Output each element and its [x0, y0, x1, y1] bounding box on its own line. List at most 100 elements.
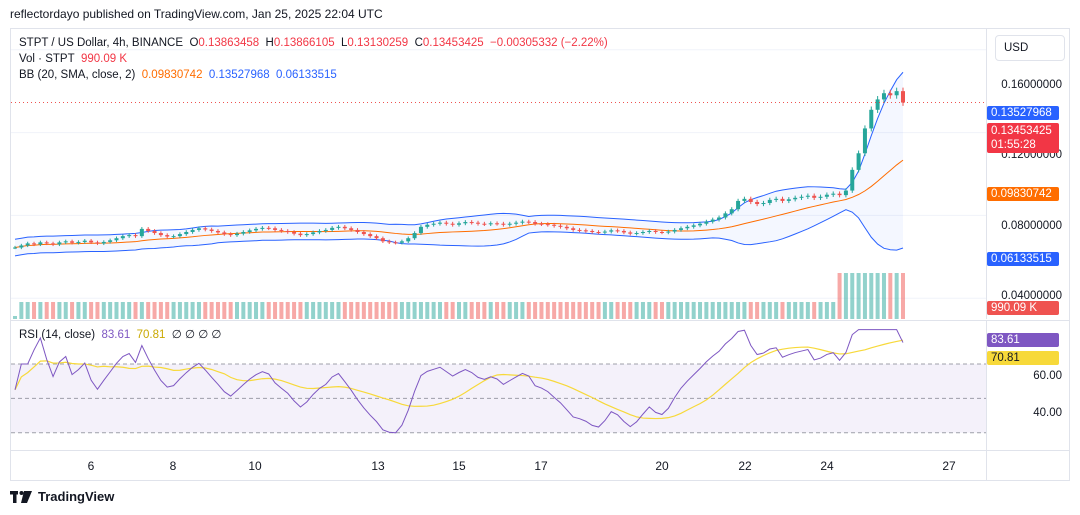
- volume-bar: [190, 302, 195, 319]
- candle-body: [139, 228, 144, 237]
- currency-button[interactable]: USD: [995, 35, 1065, 61]
- candle-body: [634, 233, 639, 235]
- volume-bar: [304, 302, 309, 319]
- rsi-chart-svg[interactable]: [11, 321, 986, 450]
- volume-bar: [89, 302, 94, 319]
- candle-body: [444, 222, 449, 224]
- brand-name: TradingView: [38, 489, 115, 504]
- volume-bar: [723, 302, 728, 319]
- candle-body: [488, 223, 493, 225]
- volume-bar: [317, 302, 322, 319]
- volume-bar: [507, 302, 512, 319]
- volume-bar: [32, 302, 37, 319]
- volume-bar: [748, 302, 753, 319]
- volume-bar: [393, 302, 398, 319]
- volume-bar: [869, 273, 874, 319]
- volume-bar: [235, 302, 239, 319]
- volume-bar: [533, 302, 538, 319]
- candle-body: [469, 222, 474, 224]
- volume-bar: [526, 302, 531, 319]
- volume-bar: [812, 302, 817, 319]
- candle-body: [374, 236, 379, 239]
- candle-body: [837, 193, 842, 196]
- volume-bar: [856, 273, 861, 319]
- rsi-legend[interactable]: RSI (14, close) 83.61 70.81 ∅ ∅ ∅ ∅: [19, 327, 221, 341]
- volume-bar: [361, 302, 366, 319]
- price-chart-svg[interactable]: [11, 29, 986, 319]
- candle-body: [698, 223, 703, 226]
- bb-lower-tag: 0.06133515: [987, 252, 1059, 266]
- candle-body: [152, 230, 157, 234]
- last-price-tag: 0.13453425 01:55:28: [987, 123, 1059, 153]
- rsi-ma-value: 70.81: [136, 329, 166, 341]
- rsi-pane[interactable]: RSI (14, close) 83.61 70.81 ∅ ∅ ∅ ∅: [11, 320, 986, 450]
- chart-legend: STPT / US Dollar, 4h, BINANCE O0.1386345…: [19, 35, 608, 83]
- time-label: 22: [738, 459, 752, 473]
- candle-body: [349, 228, 354, 230]
- symbol-label[interactable]: STPT / US Dollar, 4h, BINANCE: [19, 37, 184, 49]
- volume-bar: [495, 302, 500, 319]
- price-tick: 0.04000000: [1001, 290, 1062, 302]
- candle-body: [571, 228, 576, 230]
- volume-bar: [82, 302, 87, 319]
- volume-bar: [13, 316, 17, 319]
- volume-bar: [482, 302, 487, 319]
- volume-bar: [888, 273, 893, 319]
- candle-body: [577, 229, 582, 231]
- candle-body: [615, 230, 620, 232]
- candle-body: [190, 229, 195, 232]
- candle-body: [818, 196, 823, 198]
- candle-body: [412, 233, 417, 239]
- volume-legend-row[interactable]: Vol · STPT 990.09 K: [19, 51, 608, 67]
- time-axis[interactable]: 6 8 10 13 15 17 20 22 24 27: [11, 450, 986, 481]
- time-label: 24: [820, 459, 834, 473]
- tradingview-logo[interactable]: TradingView: [10, 489, 114, 504]
- candle-body: [89, 240, 94, 243]
- volume-bar: [621, 302, 626, 319]
- volume-bar: [615, 302, 620, 319]
- candle-body: [520, 221, 525, 223]
- rsi-axis[interactable]: 83.61 70.81 60.00 40.00: [986, 320, 1070, 450]
- candle-body: [361, 232, 366, 235]
- candle-body: [748, 198, 753, 202]
- volume-bar: [418, 302, 423, 319]
- rsi-tick: 60.00: [1033, 370, 1062, 382]
- candle-body: [850, 169, 855, 191]
- volume-bar: [577, 302, 582, 319]
- volume-bar: [222, 302, 227, 319]
- candle-body: [241, 232, 246, 234]
- volume-bar: [476, 302, 481, 319]
- candle-body: [583, 230, 588, 232]
- volume-bar: [266, 302, 271, 319]
- high-label: H: [265, 37, 274, 49]
- volume-bar: [818, 302, 823, 319]
- volume-bar: [679, 302, 683, 319]
- symbol-legend-row[interactable]: STPT / US Dollar, 4h, BINANCE O0.1386345…: [19, 35, 608, 51]
- volume-bar: [843, 273, 848, 319]
- rsi-label: RSI (14, close): [19, 329, 96, 341]
- volume-bar: [647, 302, 652, 319]
- bb-legend-row[interactable]: BB (20, SMA, close, 2) 0.09830742 0.1352…: [19, 67, 608, 83]
- volume-bar: [901, 273, 905, 319]
- bb-upper-value: 0.13527968: [208, 69, 270, 81]
- price-pane[interactable]: STPT / US Dollar, 4h, BINANCE O0.1386345…: [11, 29, 986, 319]
- candle-body: [463, 222, 468, 224]
- volume-bar: [254, 302, 259, 319]
- volume-bar: [51, 302, 56, 319]
- candle-body: [780, 198, 785, 201]
- volume-bar: [355, 302, 360, 319]
- volume-bar: [545, 302, 550, 319]
- volume-bar: [311, 302, 316, 319]
- candle-body: [101, 241, 106, 244]
- candle-body: [311, 232, 316, 235]
- volume-tag: 990.09 K: [987, 301, 1059, 315]
- candle-body: [761, 203, 766, 205]
- candle-body: [723, 213, 728, 218]
- candle-body: [793, 197, 798, 200]
- candle-body: [418, 226, 423, 234]
- price-axis[interactable]: USD 0.16000000 0.12000000 0.08000000 0.0…: [986, 29, 1070, 319]
- volume-bar: [285, 302, 290, 319]
- candle-body: [450, 223, 455, 225]
- volume-label: Vol · STPT: [19, 53, 75, 65]
- time-label: 27: [942, 459, 956, 473]
